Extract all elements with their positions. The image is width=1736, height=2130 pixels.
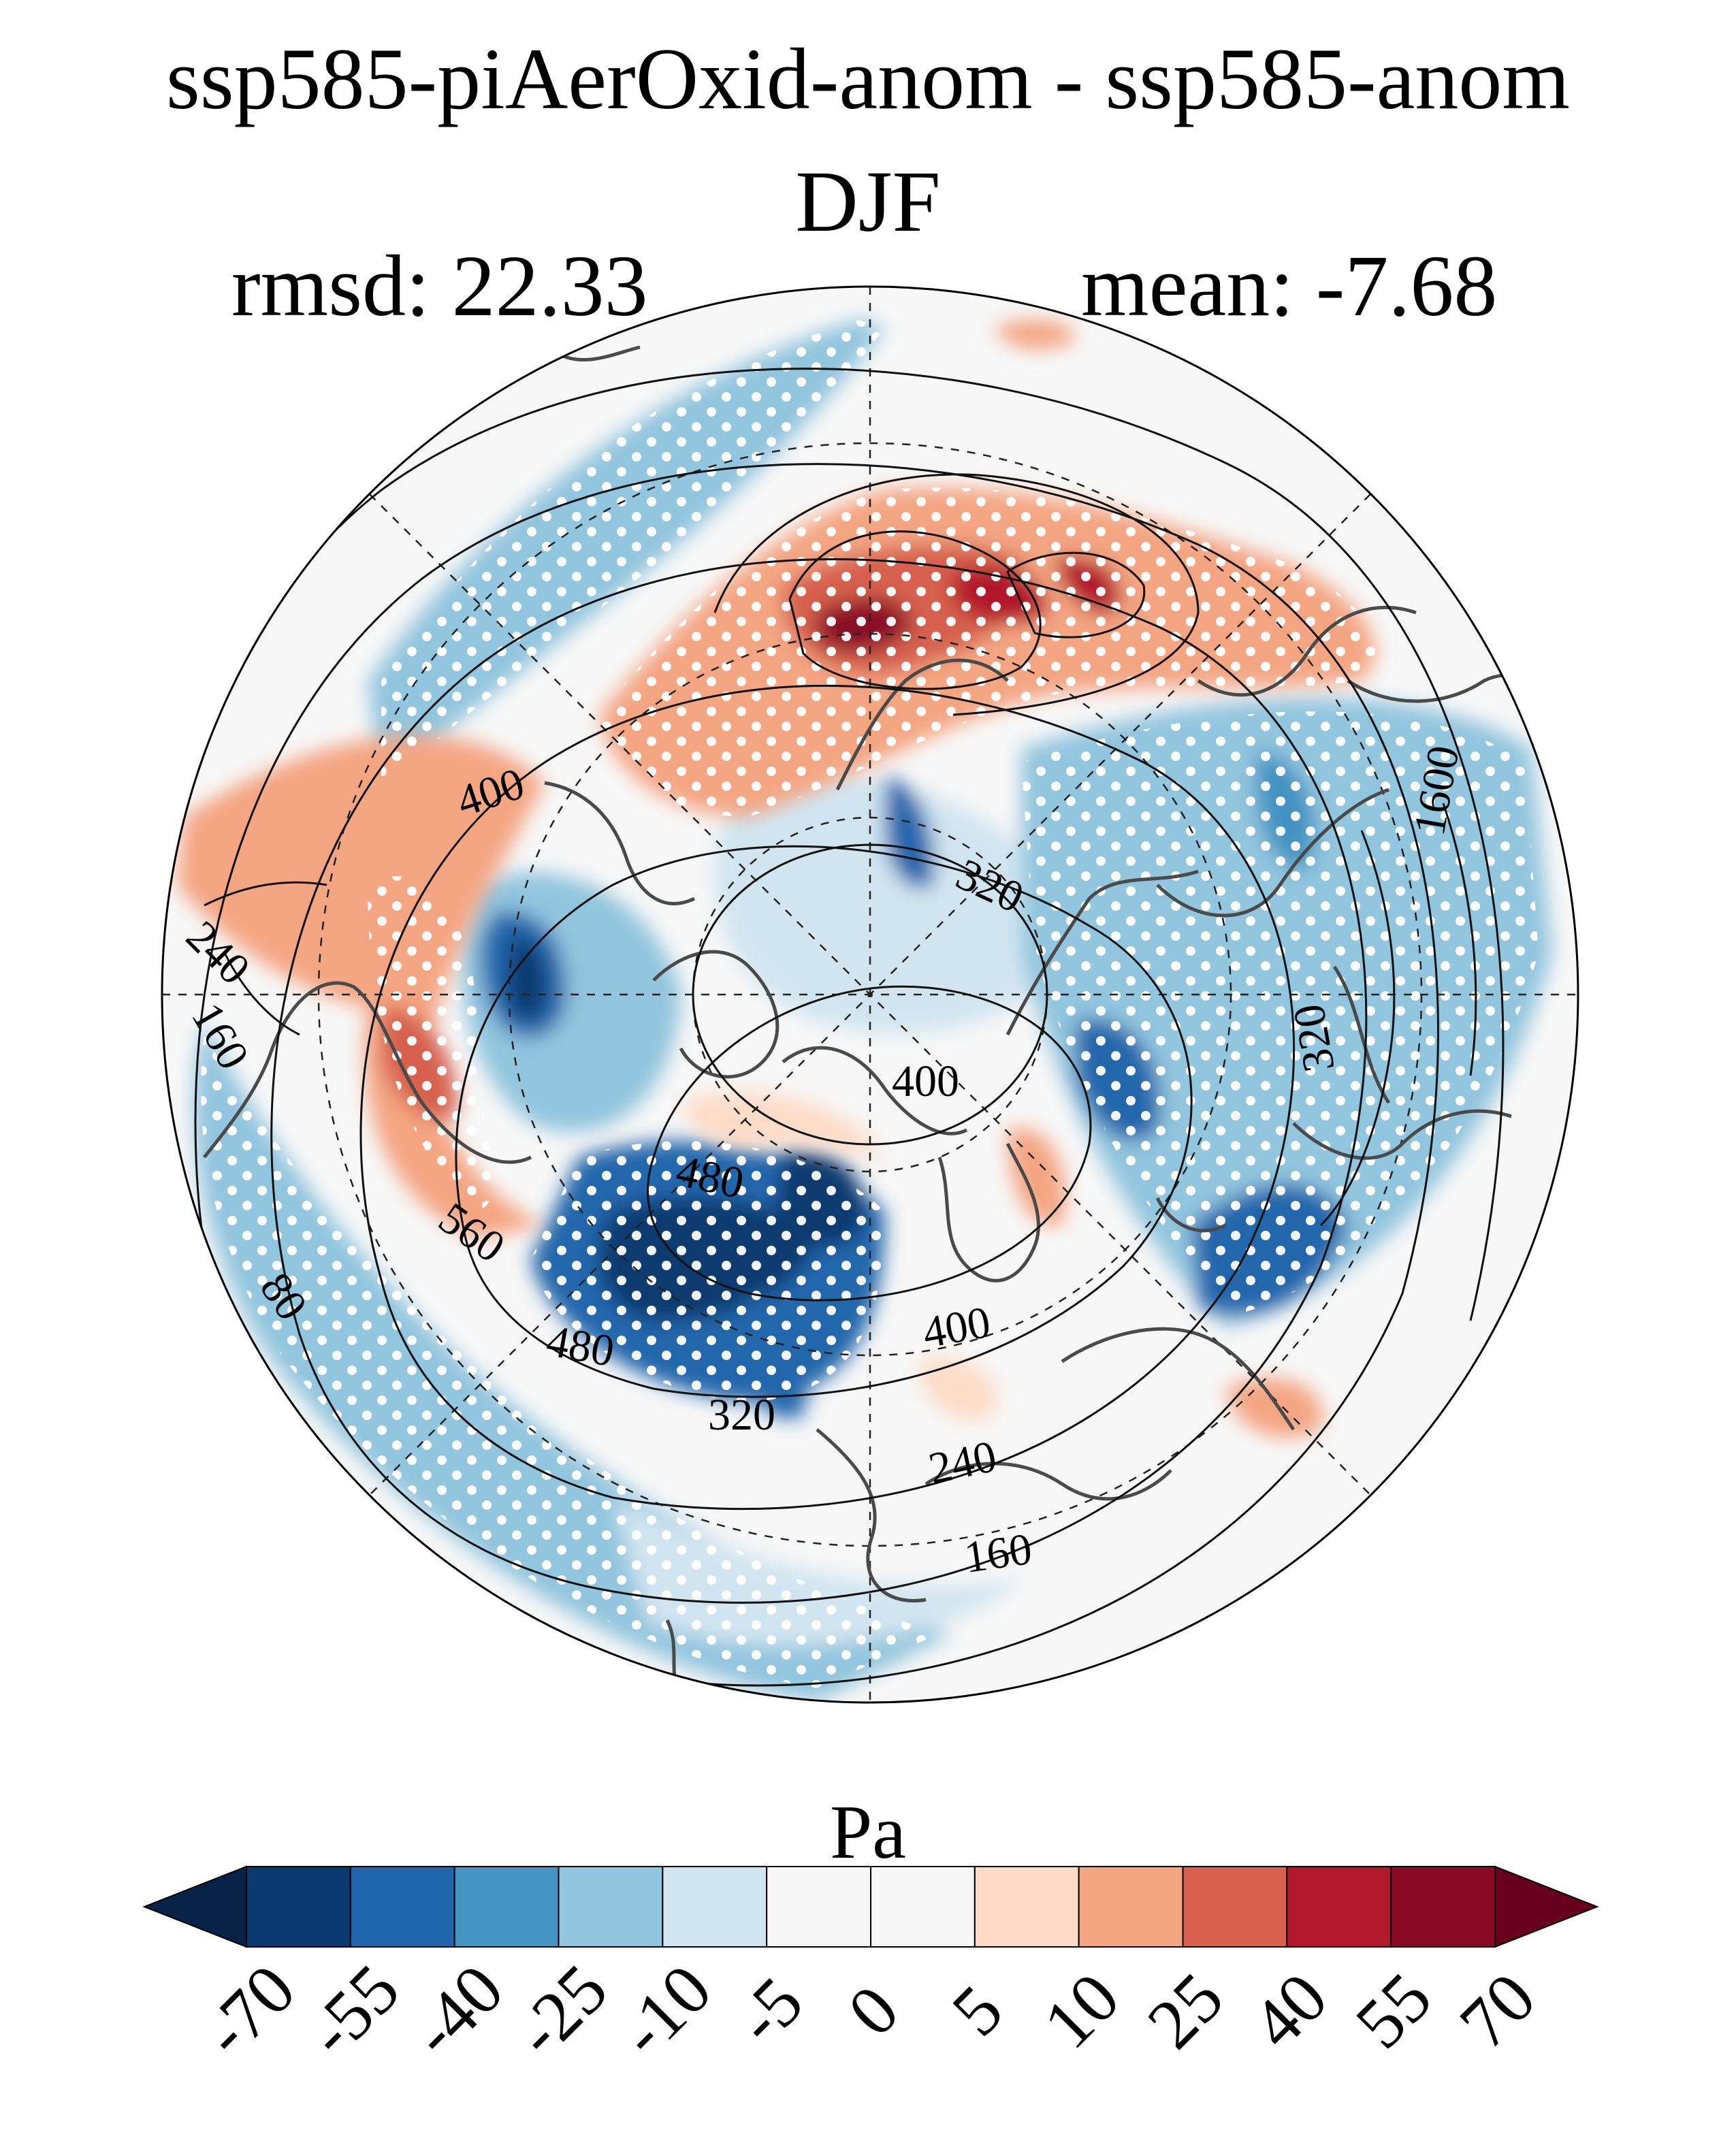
colorbar-extend-low — [142, 1865, 247, 1948]
contour-label: 480 — [543, 1316, 617, 1376]
colorbar-tick-label: 25 — [1133, 1958, 1238, 2063]
map-field: 400 320 240 160 400 480 560 480 400 320 … — [162, 287, 1578, 1703]
polar-map: 400 320 240 160 400 480 560 480 400 320 … — [161, 285, 1579, 1704]
colorbar-extend-high — [1494, 1865, 1599, 1948]
colorbar-tick-label: 40 — [1237, 1958, 1343, 2063]
rmsd-label: rmsd: 22.33 — [231, 238, 648, 334]
colorbar-tick-label: -10 — [605, 1950, 726, 2071]
colorbar-tick-label: -5 — [721, 1963, 818, 2060]
figure-title: ssp585-piAerOxid-anom - ssp585-anom — [166, 31, 1570, 127]
colorbar-cell — [453, 1866, 560, 1948]
colorbar-tick-label: 0 — [833, 1971, 914, 2051]
season-label: DJF — [795, 153, 941, 250]
colorbar-cell — [349, 1866, 455, 1948]
contour-label: 400 — [919, 1297, 994, 1358]
colorbar-cells — [142, 1865, 1599, 1948]
colorbar-tick-label: -70 — [188, 1950, 310, 2071]
colorbar-cell — [1390, 1866, 1496, 1948]
colorbar-cell — [766, 1866, 871, 1948]
contour-label: 320 — [1284, 1001, 1345, 1076]
colorbar-cell — [1182, 1866, 1288, 1948]
colorbar-cell — [246, 1866, 351, 1948]
colorbar-tick-label: -25 — [500, 1950, 622, 2071]
colorbar-tick-label: 70 — [1445, 1958, 1550, 2063]
colorbar-cell — [1078, 1866, 1184, 1948]
colorbar-cell — [870, 1866, 976, 1948]
contour-lines — [162, 368, 1505, 1687]
significance-stippling — [201, 320, 1539, 1688]
colorbar-unit: Pa — [830, 1790, 906, 1875]
coastlines — [203, 345, 1554, 1703]
colorbar-tick-label: 55 — [1341, 1958, 1447, 2063]
colorbar-cell — [1286, 1866, 1392, 1948]
colorbar-cell — [974, 1866, 1080, 1948]
mean-label: mean: -7.68 — [1081, 238, 1498, 334]
colorbar-cell — [662, 1866, 768, 1948]
colorbar-tick-label: -40 — [396, 1950, 518, 2071]
contour-label: 320 — [708, 1390, 775, 1440]
colorbar-tick-label: 5 — [937, 1971, 1018, 2051]
colorbar-tick-label: 10 — [1029, 1958, 1134, 2063]
contour-label: 400 — [892, 1056, 959, 1106]
map-boundary — [161, 285, 1579, 1704]
colorbar-tick-label: -55 — [292, 1950, 414, 2071]
colorbar-cell — [558, 1866, 664, 1948]
contour-label: 160 — [961, 1524, 1035, 1583]
